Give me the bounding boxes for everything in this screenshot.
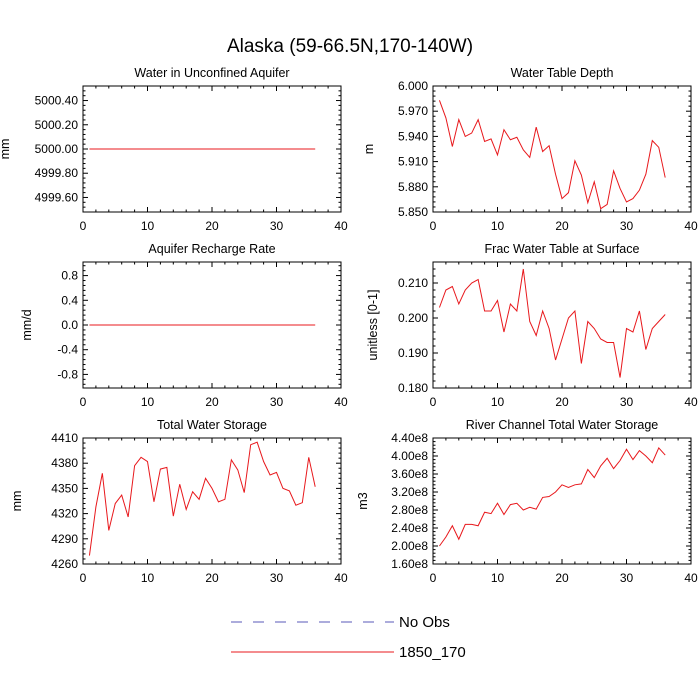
y-tick-label: 3.60e8: [391, 467, 428, 481]
y-tick-label: 5000.00: [35, 142, 79, 156]
panel-title: Aquifer Recharge Rate: [148, 242, 275, 256]
x-tick-label: 40: [334, 571, 348, 585]
y-tick-label: 4350: [51, 481, 78, 495]
x-tick-label: 10: [141, 395, 155, 409]
y-tick-label: 5.880: [398, 180, 428, 194]
y-tick-label: 2.80e8: [391, 503, 428, 517]
panel-5: Total Water Storage 0 10 20 30 40 4410 4380 4350…: [10, 418, 348, 585]
y-tick-label: 5.850: [398, 205, 428, 219]
panel-title: Water in Unconfined Aquifer: [134, 66, 289, 80]
panel-2: Water Table Depth 0 10 20 30 40 6.000 5.970 5.94…: [362, 66, 698, 233]
x-tick-label: 10: [141, 571, 155, 585]
x-tick-label: 30: [620, 571, 634, 585]
x-tick-label: 40: [334, 395, 348, 409]
x-tick-label: 20: [205, 395, 219, 409]
panel-3: Aquifer Recharge Rate 0 10 20 30 40 0.8 0.4 0.0 -…: [20, 242, 348, 409]
y-tick-label: 4410: [51, 431, 78, 445]
y-tick-label: 0.210: [398, 276, 428, 290]
x-tick-label: 20: [555, 219, 569, 233]
y-tick-label: 6.000: [398, 79, 428, 93]
legend-label: 1850_170: [399, 644, 466, 661]
y-tick-label: 0.8: [61, 269, 78, 283]
y-tick-label: 5.970: [398, 104, 428, 118]
x-tick-label: 40: [684, 219, 698, 233]
y-tick-label: 0.4: [61, 293, 78, 307]
x-tick-label: 30: [620, 395, 634, 409]
y-tick-label: 4.40e8: [391, 431, 428, 445]
panel-grid: Water in Unconfined Aquifer 0 10 20 30 40 5000…: [0, 66, 698, 585]
x-tick-label: 20: [555, 571, 569, 585]
x-tick-label: 30: [270, 571, 284, 585]
panel-6: River Channel Total Water Storage 0 10 20 30…: [356, 418, 698, 585]
y-tick-label: 0.190: [398, 346, 428, 360]
series-line-1850-170: [88, 441, 316, 556]
x-tick-label: 40: [334, 219, 348, 233]
series-line-1850-170: [439, 446, 666, 547]
x-tick-label: 40: [684, 395, 698, 409]
x-tick-label: 30: [270, 219, 284, 233]
y-axis-label: mm: [10, 491, 24, 512]
y-tick-label: 4320: [51, 507, 78, 521]
y-tick-label: 5.940: [398, 129, 428, 143]
plot-frame: [432, 85, 692, 213]
x-tick-label: 10: [491, 219, 505, 233]
x-tick-label: 0: [430, 571, 437, 585]
x-tick-label: 0: [80, 571, 87, 585]
y-axis-label: m3: [356, 492, 370, 509]
plot-frame: [432, 437, 692, 565]
y-tick-label: 0.0: [61, 318, 78, 332]
x-tick-label: 0: [80, 395, 87, 409]
legend-item: No Obs: [231, 614, 450, 631]
x-tick-label: 10: [141, 219, 155, 233]
figure-title: Alaska (59-66.5N,170-140W): [227, 36, 473, 57]
y-tick-label: 4999.60: [35, 190, 79, 204]
y-tick-label: -0.8: [57, 367, 78, 381]
x-tick-label: 0: [80, 219, 87, 233]
y-tick-label: 2.40e8: [391, 521, 428, 535]
series-line-1850-170: [438, 268, 666, 378]
y-tick-label: 4380: [51, 456, 78, 470]
panel-title: Frac Water Table at Surface: [485, 242, 640, 256]
x-tick-label: 0: [430, 219, 437, 233]
plot-frame: [432, 261, 692, 389]
x-tick-label: 0: [430, 395, 437, 409]
y-tick-label: 0.180: [398, 381, 428, 395]
x-tick-label: 20: [205, 571, 219, 585]
panel-title: Total Water Storage: [157, 418, 267, 432]
panel-title: Water Table Depth: [511, 66, 614, 80]
y-axis-label: unitless [0-1]: [366, 290, 380, 361]
x-tick-label: 40: [684, 571, 698, 585]
y-axis-label: m: [362, 144, 376, 154]
panel-title: River Channel Total Water Storage: [466, 418, 659, 432]
y-tick-label: 1.60e8: [391, 557, 428, 571]
y-tick-label: 4999.80: [35, 166, 79, 180]
y-tick-label: 4.00e8: [391, 449, 428, 463]
legend-item: 1850_170: [231, 644, 466, 661]
y-tick-label: 4260: [51, 557, 78, 571]
x-tick-label: 10: [491, 395, 505, 409]
y-tick-label: 4290: [51, 532, 78, 546]
y-tick-label: 5000.40: [35, 94, 79, 108]
legend-label: No Obs: [399, 614, 450, 631]
y-axis-label: mm/d: [20, 309, 34, 340]
panel-1: Water in Unconfined Aquifer 0 10 20 30 40 5000…: [0, 66, 348, 233]
y-tick-label: 3.20e8: [391, 485, 428, 499]
y-tick-label: -0.4: [57, 343, 78, 357]
x-tick-label: 10: [491, 571, 505, 585]
x-tick-label: 30: [270, 395, 284, 409]
y-tick-label: 0.200: [398, 311, 428, 325]
legend: No Obs 1850_170: [231, 614, 466, 661]
series-line-1850-170: [438, 100, 666, 210]
x-tick-label: 20: [205, 219, 219, 233]
y-axis-label: mm: [0, 139, 12, 160]
y-tick-label: 5.910: [398, 155, 428, 169]
x-tick-label: 20: [555, 395, 569, 409]
y-tick-label: 5000.20: [35, 118, 79, 132]
x-tick-label: 30: [620, 219, 634, 233]
panel-4: Frac Water Table at Surface 0 10 20 30 40 0.21…: [366, 242, 698, 409]
y-tick-label: 2.00e8: [391, 539, 428, 553]
